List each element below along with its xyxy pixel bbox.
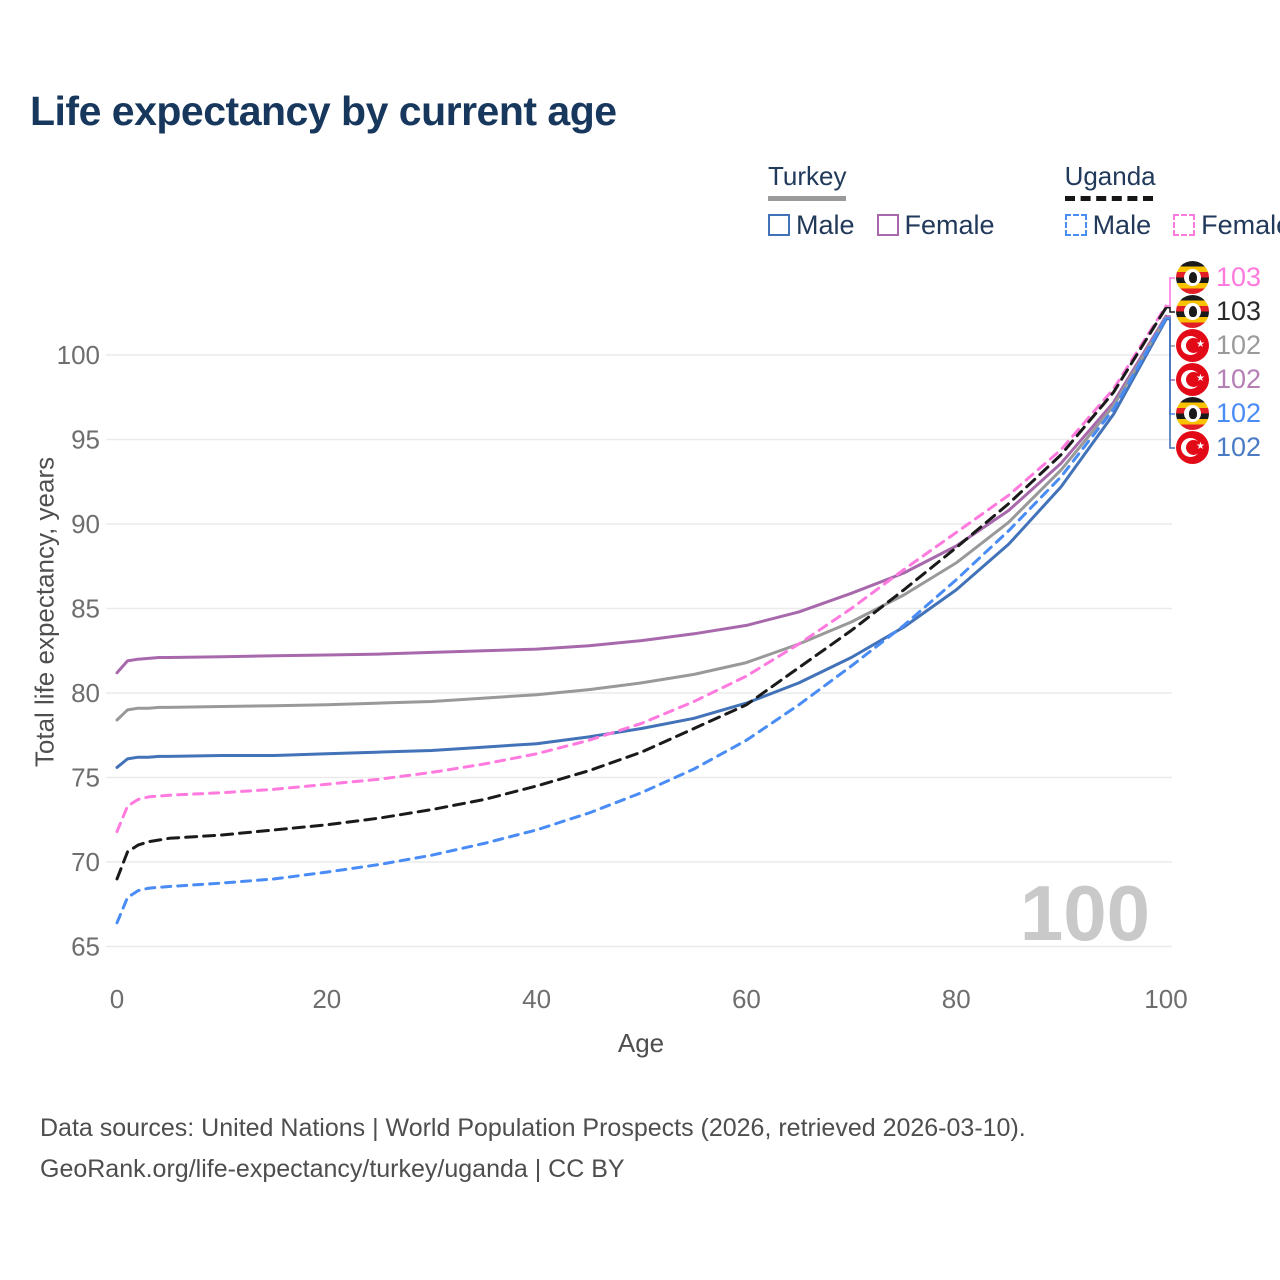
- uganda-male-swatch-icon: [1064, 214, 1087, 237]
- legend-group-uganda: Uganda Male Female: [1064, 161, 1280, 241]
- footer: Data sources: United Nations | World Pop…: [40, 1108, 1026, 1189]
- svg-text:65: 65: [71, 932, 100, 962]
- uganda-line-style-sample: [1064, 195, 1153, 201]
- svg-text:0: 0: [110, 984, 124, 1014]
- legend-label: Female: [904, 209, 995, 240]
- legend-country-uganda: Uganda: [1064, 161, 1156, 191]
- legend-country-turkey: Turkey: [768, 161, 847, 191]
- legend-item-turkey-female[interactable]: Female: [876, 209, 995, 241]
- svg-text:80: 80: [942, 984, 971, 1014]
- legend-label: Female: [1201, 209, 1280, 240]
- svg-text:40: 40: [522, 984, 551, 1014]
- turkey-line-style-sample: [768, 195, 846, 201]
- legend-label: Male: [1092, 209, 1152, 240]
- footer-data-sources: Data sources: United Nations | World Pop…: [40, 1114, 1026, 1142]
- svg-text:80: 80: [71, 678, 100, 708]
- svg-text:100: 100: [57, 340, 100, 370]
- turkey-male-swatch-icon: [768, 214, 790, 237]
- turkey-female-swatch-icon: [876, 214, 899, 237]
- legend-item-uganda-male[interactable]: Male: [1064, 209, 1152, 241]
- uganda-female-swatch-icon: [1173, 214, 1196, 237]
- legend-item-uganda-female[interactable]: Female: [1173, 210, 1280, 241]
- svg-text:100: 100: [1144, 984, 1187, 1014]
- svg-text:75: 75: [71, 763, 100, 793]
- svg-text:95: 95: [71, 425, 100, 455]
- svg-text:60: 60: [732, 984, 761, 1014]
- x-axis-title: Age: [617, 1028, 665, 1058]
- legend-item-turkey-male[interactable]: Male: [768, 210, 855, 241]
- age-counter-watermark: 100: [1019, 869, 1150, 957]
- legend-label: Male: [796, 209, 855, 240]
- svg-text:90: 90: [71, 509, 100, 539]
- footer-attribution: GeoRank.org/life-expectancy/turkey/ugand…: [40, 1154, 625, 1183]
- legend-group-turkey: Turkey Male Female: [768, 162, 995, 241]
- chart-legend: Turkey Male Female Uganda: [768, 162, 1280, 241]
- svg-text:70: 70: [71, 847, 100, 877]
- svg-text:85: 85: [71, 594, 100, 624]
- y-axis-title: Total life expectancy, years: [29, 456, 60, 768]
- svg-text:20: 20: [312, 984, 341, 1014]
- page-title: Life expectancy by current age: [30, 88, 617, 134]
